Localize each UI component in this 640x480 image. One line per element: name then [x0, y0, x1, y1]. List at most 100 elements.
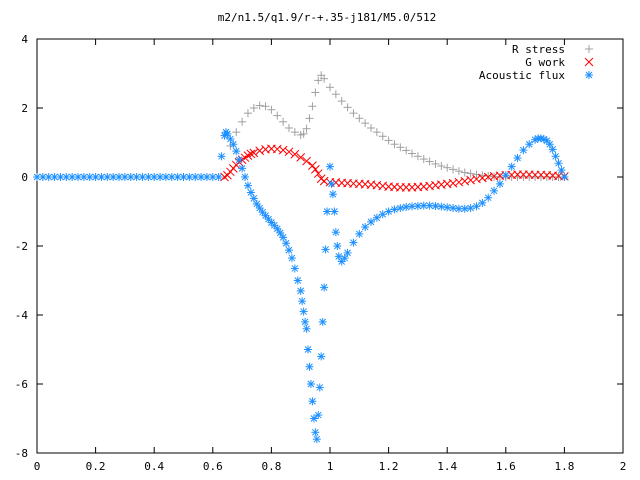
- chart-title: m2/n1.5/q1.9/r-+.35-j181/M5.0/512: [218, 11, 437, 24]
- acoustic-flux-point: [321, 245, 330, 254]
- acoustic-flux-point: [501, 171, 510, 180]
- r-stress-point: [390, 140, 399, 149]
- legend-marker-r-stress: [585, 45, 593, 53]
- data-marks: [33, 71, 569, 444]
- acoustic-flux-point: [243, 181, 252, 190]
- acoustic-flux-point: [507, 162, 516, 171]
- r-stress-point: [378, 132, 387, 141]
- r-stress-point: [267, 105, 276, 114]
- acoustic-flux-point: [312, 435, 321, 444]
- acoustic-flux-point: [314, 411, 323, 420]
- acoustic-flux-point: [302, 324, 311, 333]
- acoustic-flux-point: [276, 228, 285, 237]
- x-tick-label: 1.8: [554, 460, 574, 473]
- acoustic-flux-point: [311, 428, 320, 437]
- acoustic-flux-point: [62, 173, 71, 181]
- g-work-point: [249, 148, 259, 158]
- acoustic-flux-point: [298, 297, 307, 306]
- acoustic-flux-point: [557, 166, 566, 175]
- acoustic-flux-point: [396, 204, 405, 213]
- acoustic-flux-point: [232, 147, 241, 156]
- x-tick-label: 1.6: [496, 460, 516, 473]
- g-work-point: [284, 147, 294, 157]
- g-work-point: [313, 169, 323, 178]
- acoustic-flux-point: [138, 173, 147, 181]
- r-stress-point: [408, 149, 417, 158]
- acoustic-flux-point: [331, 228, 340, 237]
- r-stress-point: [402, 146, 411, 155]
- acoustic-flux-point: [460, 204, 469, 213]
- acoustic-flux-point: [431, 201, 440, 210]
- r-stress-point: [367, 124, 376, 133]
- acoustic-flux-point: [551, 152, 560, 161]
- r-stress-point: [431, 159, 440, 168]
- acoustic-flux-point: [217, 152, 226, 161]
- acoustic-flux-point: [495, 179, 504, 188]
- acoustic-flux-point: [273, 224, 282, 233]
- r-stress-point: [314, 76, 323, 85]
- acoustic-flux-point: [320, 283, 329, 292]
- acoustic-flux-point: [443, 203, 452, 212]
- acoustic-flux-point: [361, 223, 370, 232]
- acoustic-flux-point: [560, 173, 569, 181]
- acoustic-flux-point: [349, 238, 358, 247]
- acoustic-flux-point: [301, 317, 310, 326]
- r-stress-point: [308, 102, 317, 111]
- r-stress-point: [349, 109, 358, 118]
- acoustic-flux-point: [287, 254, 296, 263]
- x-tick-label: 1.2: [379, 460, 399, 473]
- acoustic-flux-point: [323, 207, 332, 216]
- r-stress-point: [238, 117, 247, 126]
- acoustic-flux-point: [103, 173, 112, 181]
- acoustic-flux-point: [326, 162, 334, 171]
- acoustic-flux-point: [309, 414, 318, 423]
- g-work-point: [255, 146, 265, 156]
- acoustic-flux-point: [490, 186, 499, 195]
- acoustic-flux-point: [355, 229, 364, 238]
- r-stress-point: [484, 171, 493, 180]
- g-work-point: [302, 156, 311, 166]
- acoustic-flux-point: [317, 352, 326, 361]
- acoustic-flux-point: [478, 198, 487, 207]
- x-tick-label: 1: [327, 460, 334, 473]
- acoustic-flux-point: [384, 207, 393, 216]
- y-tick-label: 4: [21, 33, 28, 46]
- g-work-point: [278, 145, 288, 155]
- r-stress-point: [302, 124, 311, 133]
- y-tick-label: -6: [15, 378, 28, 391]
- r-stress-point: [384, 136, 393, 145]
- acoustic-flux-point: [255, 204, 264, 213]
- x-tick-label: 2: [620, 460, 627, 473]
- r-stress-point: [413, 152, 422, 161]
- acoustic-flux-point: [293, 276, 302, 285]
- r-stress-point: [355, 114, 364, 123]
- x-tick-label: 0.4: [144, 460, 164, 473]
- acoustic-flux-point: [305, 362, 314, 371]
- acoustic-flux-point: [115, 173, 124, 181]
- r-stress-point: [331, 90, 340, 99]
- y-tick-label: -2: [15, 240, 28, 253]
- r-stress-point: [361, 119, 370, 128]
- r-stress-point: [255, 101, 264, 110]
- r-stress-point: [273, 111, 282, 120]
- r-stress-point: [284, 124, 293, 133]
- acoustic-flux-point: [284, 246, 293, 255]
- acoustic-flux-point: [513, 154, 522, 163]
- acoustic-flux-point: [306, 380, 315, 388]
- acoustic-flux-point: [425, 201, 434, 210]
- acoustic-flux-point: [333, 242, 342, 250]
- acoustic-flux-point: [235, 155, 244, 164]
- acoustic-flux-point: [38, 173, 47, 181]
- g-work-point: [290, 149, 300, 159]
- x-tick-label: 0: [34, 460, 41, 473]
- y-tick-label: -4: [15, 309, 29, 322]
- legend-label-r-stress: R stress: [512, 43, 565, 56]
- r-stress-point: [326, 83, 334, 92]
- r-stress-point: [466, 169, 475, 178]
- acoustic-flux-point: [109, 173, 118, 181]
- acoustic-flux-point: [402, 203, 411, 212]
- acoustic-flux-point: [466, 204, 475, 213]
- g-work-point: [308, 161, 317, 170]
- g-work-point: [246, 149, 256, 159]
- acoustic-flux-point: [548, 145, 557, 154]
